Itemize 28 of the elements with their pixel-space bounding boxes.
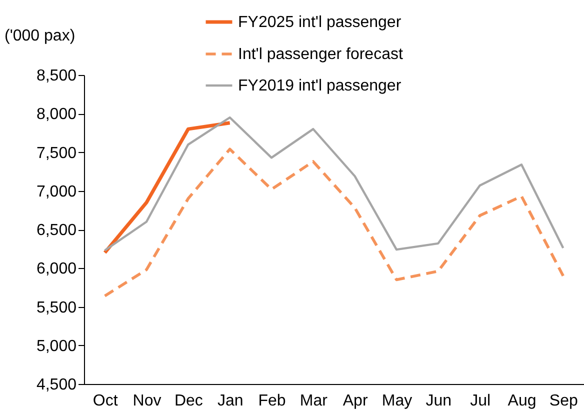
line-series [104,116,564,252]
y-tick-label: 7,000 [36,183,77,200]
x-tick-label: Feb [258,392,286,410]
x-tick-label: May [382,392,412,410]
line-series [103,148,565,298]
x-tick-label: Oct [92,392,118,410]
y-tick-label: 5,000 [36,338,77,355]
x-tick-label: Apr [342,392,368,410]
x-tick-label: Nov [132,392,162,410]
line-series [103,121,232,254]
y-tick-label: 6,000 [36,260,77,278]
y-tick-label: 8,500 [36,68,77,84]
y-tick-label: 4,500 [36,376,77,394]
x-tick-label: Jun [426,392,452,410]
x-tick-label: Aug [508,392,536,410]
legend-label: FY2025 int'l passenger [238,14,402,31]
y-tick-label: 5,500 [36,299,77,316]
x-tick-label: Sep [549,392,578,410]
y-tick-label: 6,500 [36,222,77,239]
x-tick-label: Dec [174,392,203,410]
legend-label: Int'l passenger forecast [238,46,404,63]
y-tick-label: 8,000 [36,106,77,124]
y-tick-label: 7,500 [36,144,77,162]
x-tick-label: Jan [217,392,244,410]
y-axis-title: ('000 pax) [4,28,76,44]
x-tick-label: Mar [300,392,328,410]
x-tick-label: Jul [470,392,491,410]
legend-label: FY2019 int'l passenger [238,78,402,94]
